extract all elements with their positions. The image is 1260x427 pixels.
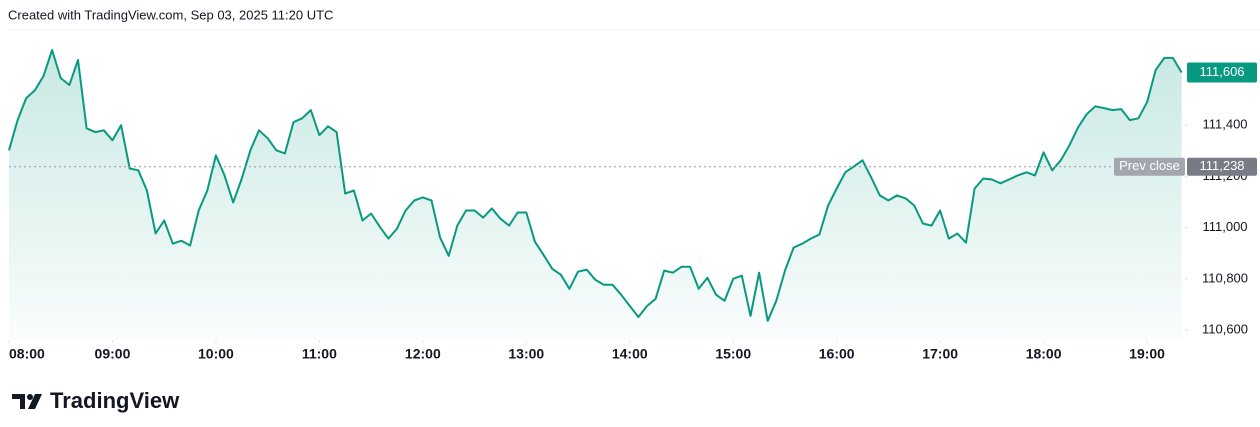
x-tick-label: 16:00 <box>819 346 855 362</box>
brand-name: TradingView <box>50 388 180 413</box>
prev-close-tag <box>1114 157 1185 176</box>
prev-close-text: Prev close <box>1119 158 1180 173</box>
x-tick-label: 09:00 <box>95 346 131 362</box>
y-tick-label: 111,000 <box>1202 219 1247 234</box>
last-price-label: 111,606 <box>1199 64 1244 79</box>
prev-close-value-box <box>1187 157 1257 176</box>
last-price-box <box>1187 62 1257 83</box>
x-tick-label: 12:00 <box>405 346 441 362</box>
logo-icon-left <box>12 394 25 409</box>
price-line <box>8 49 1183 322</box>
plot-area: 110,600110,800111,000111,200111,40008:00… <box>8 49 1257 362</box>
x-tick-label: 11:00 <box>302 346 337 362</box>
x-tick-label: 14:00 <box>612 346 648 362</box>
x-tick-label: 13:00 <box>508 346 544 362</box>
x-tick-label: 19:00 <box>1129 346 1165 362</box>
y-tick-label: 110,600 <box>1202 321 1248 336</box>
x-tick-label: 18:00 <box>1026 346 1062 362</box>
area-fill <box>9 50 1182 340</box>
y-tick-label: 110,800 <box>1202 270 1248 285</box>
brand-logo: TradingView <box>12 388 180 413</box>
prev-close-value: 111,238 <box>1199 158 1244 173</box>
x-tick-label: 15:00 <box>715 346 751 362</box>
x-tick-label: 10:00 <box>198 346 234 362</box>
y-tick-label: 111,400 <box>1202 117 1247 132</box>
logo-icon-right <box>28 394 42 409</box>
x-tick-label: 08:00 <box>9 346 45 362</box>
logo-icon-dot <box>27 394 33 400</box>
header-text: Created with TradingView.com, Sep 03, 20… <box>8 7 333 22</box>
x-tick-label: 17:00 <box>922 346 958 362</box>
